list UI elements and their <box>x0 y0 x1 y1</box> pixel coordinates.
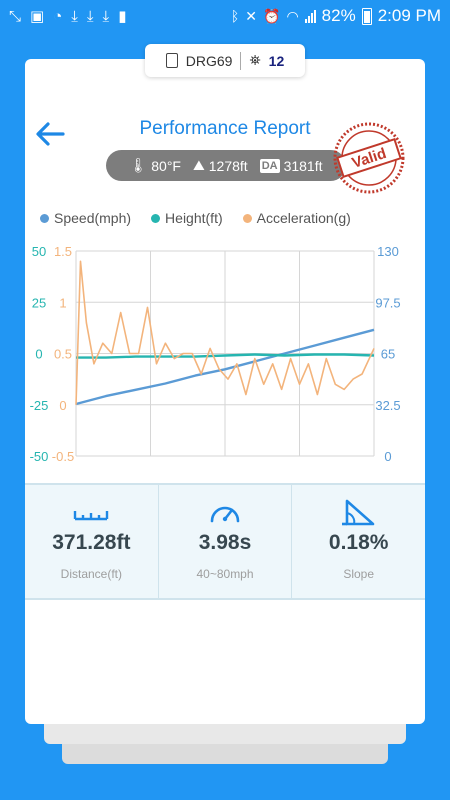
y-tick-acceleration: -0.5 <box>52 449 74 464</box>
density-altitude-value: 3181ft <box>283 157 323 174</box>
y-tick-height: -25 <box>30 398 49 413</box>
wifi-icon: ◠ <box>286 7 299 24</box>
stat-value: 0.18% <box>328 531 389 554</box>
legend-label: Acceleration(g) <box>256 210 351 226</box>
y-tick-speed: 97.5 <box>375 295 400 310</box>
slope-icon <box>292 499 425 526</box>
y-tick-speed: 32.5 <box>375 398 400 413</box>
download-icon: ⤓ <box>102 7 110 25</box>
series-height-line <box>76 353 375 359</box>
divider <box>240 51 242 70</box>
sd-card-icon: ▮ <box>118 7 127 25</box>
legend-acceleration[interactable]: Acceleration(g) <box>242 210 351 226</box>
stat-slope: 0.18% Slope <box>292 485 425 598</box>
performance-chart: 50 25 0 -25 -50 1.5 1 0.5 0 -0.5 130 97.5 65 32.5 0 <box>30 244 401 464</box>
y-tick-acceleration: 1.5 <box>54 244 72 259</box>
stat-distance: 371.28ft Distance(ft) <box>25 485 159 598</box>
ruler-icon <box>25 499 158 525</box>
legend-dot <box>40 213 49 223</box>
bluetooth-icon: ᛒ <box>230 8 240 24</box>
y-tick-speed: 130 <box>377 244 399 259</box>
stat-value: 3.98s <box>198 531 252 554</box>
legend-dot <box>242 213 252 223</box>
valid-stamp: Valid <box>333 122 405 194</box>
battery-percent: 82% <box>321 6 356 25</box>
satellite-icon: ⛯ <box>249 52 261 68</box>
device-icon <box>165 53 178 68</box>
mute-icon: ✕ <box>245 7 257 24</box>
back-arrow-icon[interactable] <box>33 117 67 151</box>
conditions-bar: 🌡 80°F ⛰ 1278ft DA 3181ft <box>106 150 346 181</box>
page-title: Performance Report <box>139 118 311 139</box>
status-bar-left: ⤡ ▣ ◔ ⤓ ⤓ ⤓ ▮ <box>0 9 126 24</box>
series-speed-line <box>75 328 375 406</box>
y-tick-acceleration: 1 <box>59 295 66 310</box>
density-altitude: DA 3181ft <box>259 157 323 174</box>
altitude-value: 1278ft <box>208 157 248 174</box>
download-icon: ⤓ <box>86 7 94 25</box>
clock: 2:09 PM <box>377 6 441 25</box>
legend-dot <box>151 213 161 223</box>
chat-icon: ◔ <box>53 7 63 25</box>
y-tick-acceleration: 0 <box>59 398 66 413</box>
temperature-value: 80°F <box>151 157 181 174</box>
series-acceleration-line <box>75 260 375 405</box>
download-icon: ⤓ <box>71 7 78 25</box>
stat-time: 3.98s 40~80mph <box>159 485 293 598</box>
y-tick-height: -50 <box>30 449 49 464</box>
y-tick-speed: 65 <box>381 347 395 362</box>
stat-value: 371.28ft <box>52 531 131 554</box>
legend-label: Speed(mph) <box>54 210 132 226</box>
status-bar: ⤡ ▣ ◔ ⤓ ⤓ ⤓ ▮ ᛒ ✕ ⏰ ◠ 82% 2:09 PM <box>0 0 450 32</box>
mountain-icon: ⛰ <box>192 157 205 173</box>
stat-label: 40~80mph <box>196 567 254 581</box>
speedometer-icon <box>159 499 292 525</box>
status-bar-right: ᛒ ✕ ⏰ ◠ 82% 2:09 PM <box>231 0 441 32</box>
da-badge: DA <box>259 158 280 173</box>
device-badge[interactable]: DRG69 ⛯ 12 <box>145 44 305 77</box>
y-tick-speed: 0 <box>384 449 391 464</box>
altitude: ⛰ 1278ft <box>193 157 248 174</box>
legend-height[interactable]: Height(ft) <box>151 210 223 226</box>
stat-label: Distance(ft) <box>60 567 123 581</box>
chart-legend: Speed(mph) Height(ft) Acceleration(g) <box>40 210 351 226</box>
y-tick-height: 0 <box>35 347 42 362</box>
legend-speed[interactable]: Speed(mph) <box>40 210 131 226</box>
y-tick-height: 25 <box>32 295 46 310</box>
alarm-icon: ⏰ <box>263 7 281 24</box>
stat-label: Slope <box>343 567 375 581</box>
card-stack-shadow-2 <box>62 740 388 764</box>
legend-label: Height(ft) <box>165 210 223 226</box>
device-name: DRG69 <box>185 52 233 69</box>
fullscreen-icon: ⤡ <box>9 7 22 25</box>
y-tick-height: 50 <box>32 244 46 259</box>
satellite-count: 12 <box>268 52 285 69</box>
battery-icon <box>361 7 372 25</box>
temperature: 🌡 80°F <box>129 157 181 174</box>
thermometer-icon: 🌡 <box>129 157 148 173</box>
image-icon: ▣ <box>30 7 45 25</box>
stats-panel: 371.28ft Distance(ft) 3.98s 40~80mph 0.1… <box>25 483 425 600</box>
signal-icon <box>304 9 316 23</box>
y-tick-acceleration: 0.5 <box>54 347 72 362</box>
